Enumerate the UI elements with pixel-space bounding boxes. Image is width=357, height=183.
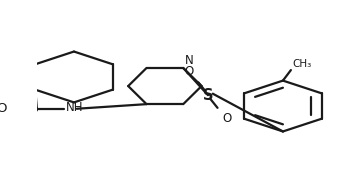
Text: NH: NH (66, 101, 83, 114)
Text: S: S (203, 88, 213, 103)
Text: N: N (185, 54, 193, 67)
Text: CH₃: CH₃ (292, 59, 312, 69)
Text: O: O (184, 65, 193, 78)
Text: O: O (222, 112, 232, 125)
Text: O: O (0, 102, 7, 115)
